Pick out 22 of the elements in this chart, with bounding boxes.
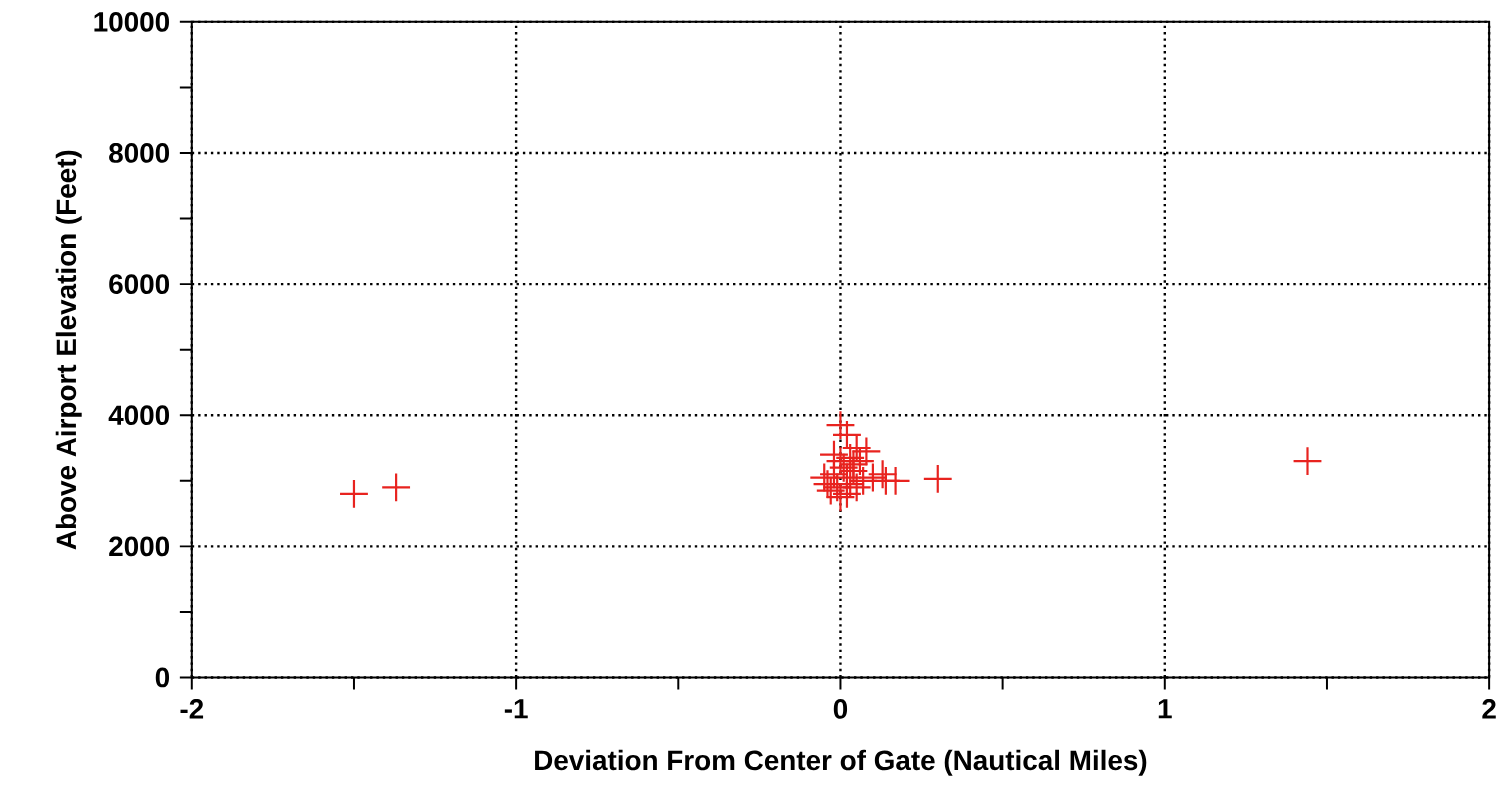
y-tick-label: 0: [155, 667, 170, 688]
x-tick-label: 2: [1482, 699, 1496, 719]
point: [845, 447, 874, 476]
x-tick-label: 0: [833, 699, 848, 719]
point: [382, 473, 411, 502]
x-tick-label: -2: [180, 699, 204, 719]
point: [923, 464, 952, 493]
y-tick-label: 2000: [109, 536, 170, 557]
x-tick-label: -1: [504, 699, 528, 719]
point: [1293, 447, 1322, 476]
x-tick-label: 1: [1158, 699, 1172, 719]
y-tick-label: 10000: [94, 12, 170, 32]
y-tick-label: 4000: [108, 405, 170, 426]
point: [833, 480, 861, 508]
y-tick-label: 8000: [109, 143, 170, 163]
x-axis-title: Deviation From Center of Gate (Nautical Miles): [535, 749, 1147, 776]
y-axis-title: Above Airport Elevation (Feet): [55, 150, 82, 550]
point: [340, 480, 368, 508]
point: [826, 411, 855, 440]
point: [881, 466, 910, 495]
y-tick-label: 6000: [109, 274, 170, 295]
point: [816, 476, 845, 505]
